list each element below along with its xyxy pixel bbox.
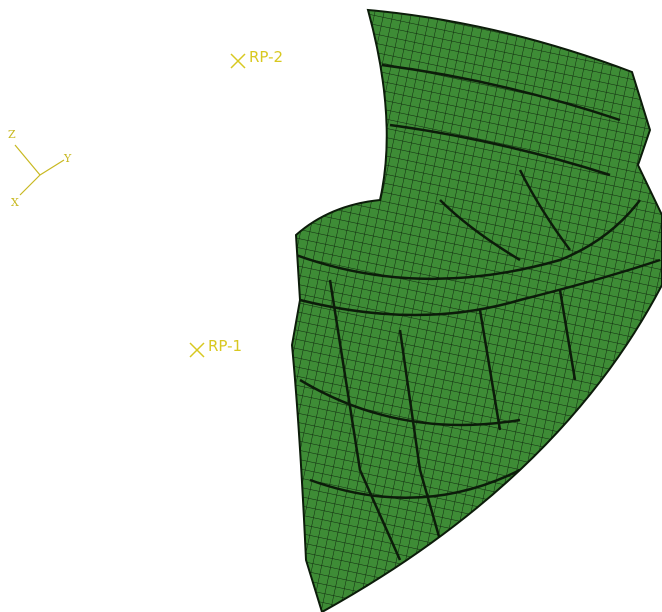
axis-y: Y — [63, 152, 72, 165]
reference-point: RP-2 — [230, 48, 283, 69]
axis-triad: Z Y X — [8, 128, 72, 209]
rp-label: RP-1 — [208, 337, 242, 355]
rp-label: RP-2 — [249, 48, 283, 66]
mesh-part — [290, 8, 662, 612]
axis-x: X — [11, 196, 19, 209]
reference-point: RP-1 — [189, 337, 242, 358]
axis-z: Z — [8, 128, 16, 141]
